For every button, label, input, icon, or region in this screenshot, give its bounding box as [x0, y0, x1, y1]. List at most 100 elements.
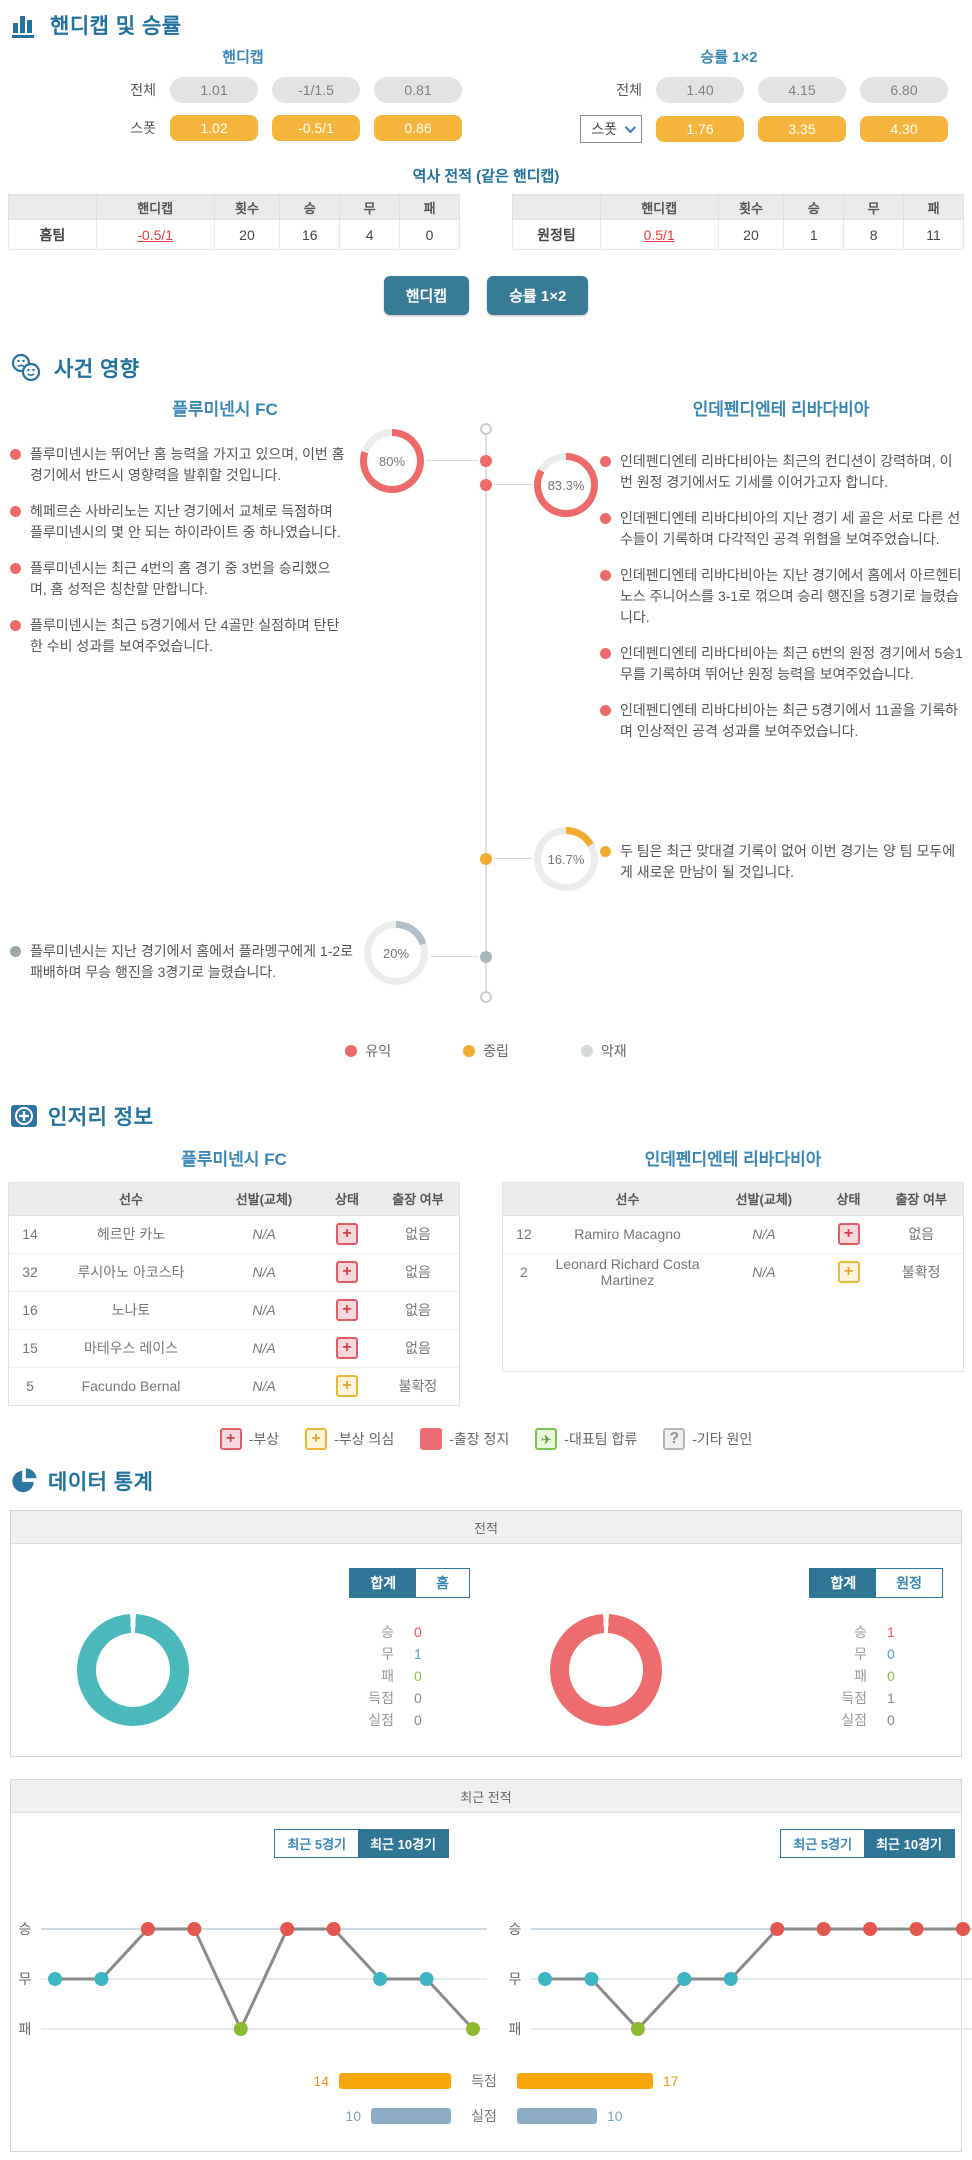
- table-row: 12 Ramiro Macagno N/A + 없음: [503, 1215, 963, 1254]
- tab-last10[interactable]: 최근 10경기: [864, 1830, 954, 1857]
- handicap-spot-row: 스폿 1.02 -0.5/1 0.86: [0, 115, 486, 141]
- record-panel-title: 전적: [11, 1511, 961, 1544]
- away-history-table: 핸디캡 횟수 승 무 패 원정팀 0.5/1 20 1 8 11: [512, 194, 964, 250]
- home-goals-for-bar: [339, 2073, 451, 2089]
- tab-last10[interactable]: 최근 10경기: [358, 1830, 448, 1857]
- injury-section-header: 인저리 정보: [10, 1101, 972, 1131]
- away-win-count: 1: [887, 1624, 895, 1640]
- home-goals-for-value: 14: [313, 2073, 329, 2089]
- goals-for-row: 14 득점 17: [11, 2071, 961, 2091]
- home-draw: 4: [339, 219, 401, 250]
- timeline-start-node: [480, 423, 492, 435]
- handicap-odds-col: 핸디캡 전체 1.01 -1/1.5 0.81 스폿 1.02 -0.5/1 0…: [0, 46, 486, 155]
- handicap-all-away-odds: 0.81: [374, 77, 462, 103]
- player-name: 헤르만 카노: [51, 1215, 211, 1254]
- away-good-gauge: 83.3%: [534, 453, 598, 517]
- winrate-all-label: 전체: [616, 82, 642, 98]
- handicap-spot-away-odds[interactable]: 0.86: [374, 115, 462, 141]
- winrate-all-1: 1.40: [656, 77, 744, 103]
- timeline-connector: [430, 956, 478, 957]
- timeline-dot-good: [480, 455, 492, 467]
- table-row: 32 루시아노 아코스타 N/A + 없음: [9, 1253, 459, 1292]
- home-recent-form-chart: [41, 1922, 487, 2036]
- injury-legend: + -부상 + -부상 의심 -출장 정지 ✈ -대표팀 합류 ? -기타 원인: [0, 1428, 972, 1450]
- winrate-spot-2[interactable]: 4.30: [860, 116, 948, 142]
- timeline-connector: [494, 484, 532, 485]
- bar-chart-icon: [12, 16, 34, 38]
- away-team-label: 원정팀: [512, 219, 601, 250]
- table-row: 원정팀 0.5/1 20 1 8 11: [512, 219, 964, 250]
- odds-buttons: 핸디캡 승률 1×2: [0, 276, 972, 315]
- timeline-line: [485, 431, 487, 997]
- legend-bad: 악재: [580, 1041, 627, 1061]
- away-goals-for: 1: [887, 1690, 895, 1706]
- spot-dropdown[interactable]: 스폿: [580, 115, 642, 143]
- pie-chart-icon: [12, 1468, 37, 1493]
- table-row: 홈팀 -0.5/1 20 16 4 0: [8, 219, 460, 250]
- tab-last5[interactable]: 최근 5경기: [781, 1830, 865, 1857]
- winrate-spot-1[interactable]: 1.76: [656, 116, 744, 142]
- winrate-odds-col: 승률 1×2 전체 1.40 4.15 6.80 스폿 1.76 3.35 4.…: [486, 46, 972, 155]
- winrate-spot-row: 스폿 1.76 3.35 4.30: [486, 115, 972, 143]
- odds-area: 핸디캡 전체 1.01 -1/1.5 0.81 스폿 1.02 -0.5/1 0…: [0, 46, 972, 155]
- home-injury-team-title: 플루미넨시 FC: [181, 1150, 287, 1169]
- away-win: 1: [783, 219, 845, 250]
- tab-total[interactable]: 합계: [350, 1569, 417, 1597]
- away-goals-for-bar: [517, 2073, 653, 2089]
- table-row: 2 Leonard Richard Costa Martinez N/A + 불…: [503, 1253, 963, 1291]
- injury-status-icon: +: [336, 1223, 358, 1245]
- col-play: 출장 여부: [879, 1183, 963, 1216]
- tab-away[interactable]: 원정: [876, 1569, 942, 1597]
- injury-status-icon: +: [336, 1375, 358, 1398]
- injury-icon: +: [219, 1428, 242, 1450]
- handicap-button[interactable]: 핸디캡: [383, 276, 470, 315]
- tab-last5[interactable]: 최근 5경기: [275, 1830, 359, 1857]
- goals-against-label: 실점: [471, 2108, 497, 2124]
- home-good-gauge: 80%: [360, 429, 424, 493]
- gauge-value: 16.7%: [547, 851, 585, 867]
- tab-total[interactable]: 합계: [810, 1569, 877, 1597]
- legend-good: 유익: [345, 1041, 391, 1061]
- handicap-spot-line[interactable]: -0.5/1: [272, 115, 360, 141]
- timeline-dot-neutral: [480, 853, 492, 865]
- list-item: 인데펜디엔테 리바다비아는 최근 5경기에서 11골을 기록하며 인상적인 공격…: [600, 700, 964, 742]
- home-handicap-link[interactable]: -0.5/1: [137, 226, 174, 243]
- winrate-button[interactable]: 승률 1×2: [487, 276, 589, 315]
- table-row: 16 노나토 N/A + 없음: [9, 1291, 459, 1330]
- other-reason-icon: ?: [663, 1428, 686, 1450]
- away-good-bullets: 인데펜디엔테 리바다비아는 최근의 컨디션이 강력하며, 이번 원정 경기에서도…: [600, 451, 964, 757]
- handicap-spot-home-odds[interactable]: 1.02: [170, 115, 258, 141]
- away-loss: 11: [903, 219, 964, 250]
- list-item: 플루미넨시는 최근 5경기에서 단 4골만 실점하며 탄탄한 수비 성과를 보여…: [10, 615, 345, 657]
- home-bad-gauge: 20%: [364, 921, 428, 985]
- legend-neutral: 중립: [463, 1041, 509, 1061]
- home-bad-bullet: 플루미넨시는 지난 경기에서 홈에서 플라멩구에게 1-2로 패배하며 무승 행…: [10, 941, 355, 983]
- winrate-all-x: 4.15: [758, 77, 846, 103]
- col-win: 승: [783, 194, 845, 220]
- away-draw-count: 0: [887, 1646, 895, 1662]
- col-draw: 무: [843, 194, 905, 220]
- neutral-gauge: 16.7%: [534, 827, 598, 891]
- col-play: 출장 여부: [377, 1183, 459, 1216]
- away-handicap-link[interactable]: 0.5/1: [643, 226, 675, 243]
- table-row: 15 마테우스 레이스 N/A + 없음: [9, 1329, 459, 1368]
- col-player: 선수: [51, 1183, 211, 1216]
- player-name: 노나토: [51, 1291, 211, 1330]
- tab-home[interactable]: 홈: [416, 1569, 469, 1597]
- bad-dot-icon: [580, 1045, 593, 1057]
- winrate-all-2: 6.80: [860, 77, 948, 103]
- gauge-value: 20%: [382, 945, 410, 961]
- col-player: 선수: [544, 1183, 711, 1216]
- list-item: 인데펜디엔테 리바다비아는 최근의 컨디션이 강력하며, 이번 원정 경기에서도…: [600, 451, 964, 493]
- list-item: 헤페르손 사바리노는 지난 경기에서 교체로 득점하며 플루미넨시의 몇 안 되…: [10, 501, 345, 543]
- home-count: 20: [213, 219, 281, 250]
- col-handicap: 핸디캡: [95, 194, 215, 220]
- medical-plus-icon: [11, 1105, 37, 1127]
- away-loss-count: 0: [887, 1668, 895, 1684]
- goals-for-label: 득점: [471, 2073, 497, 2089]
- goals-against-row: 10 실점 10: [11, 2106, 961, 2126]
- list-item: 인데펜디엔테 리바다비아는 지난 경기에서 홈에서 아르헨티노스 주니어스를 3…: [600, 565, 964, 628]
- winrate-spot-x[interactable]: 3.35: [758, 116, 846, 142]
